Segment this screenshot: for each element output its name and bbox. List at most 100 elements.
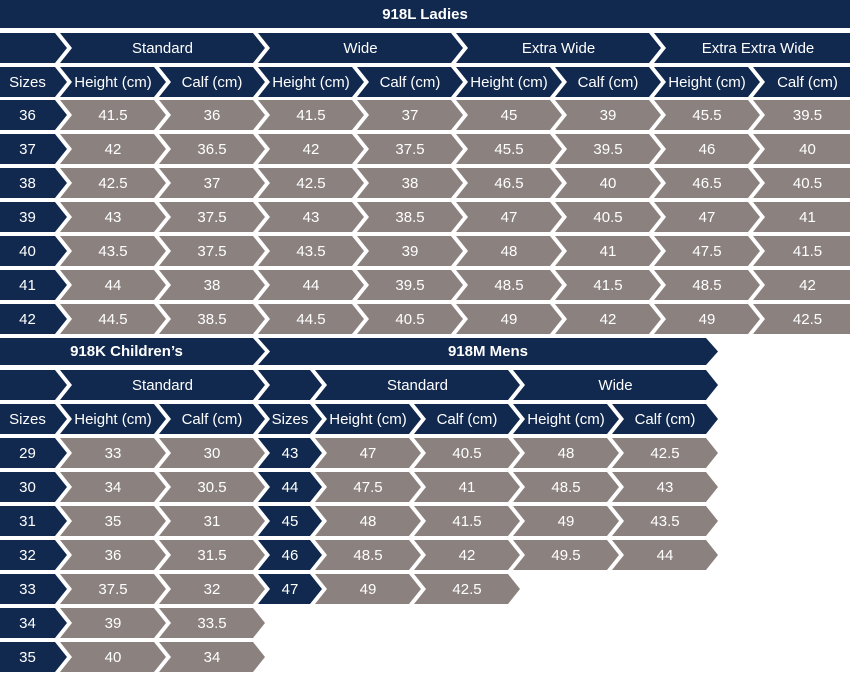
value-cell: 45.5 <box>456 134 562 164</box>
value-cell: 43 <box>258 202 364 232</box>
value-cell: 41 <box>753 202 850 232</box>
value-cell: 42 <box>60 134 166 164</box>
value-cell: 40.5 <box>357 304 463 334</box>
value-cell: 43 <box>60 202 166 232</box>
size-cell: 43 <box>258 438 322 468</box>
bottom-row: 32 36 31.5 46 48.5 42 49.5 44 <box>0 540 850 570</box>
value-cell: 38 <box>159 270 265 300</box>
ladies-row: 38 42.5 37 42.5 38 46.5 40 46.5 40.5 <box>0 168 850 198</box>
value-cell: 41.5 <box>414 506 520 536</box>
value-cell: 34 <box>60 472 166 502</box>
value-cell: 47 <box>315 438 421 468</box>
group-header-wide: Wide <box>258 33 463 63</box>
column-header-sizes: Sizes <box>0 404 67 434</box>
header-spacer <box>0 370 67 400</box>
column-header-calf: Calf (cm) <box>159 404 265 434</box>
value-cell: 46.5 <box>456 168 562 198</box>
column-header-height: Height (cm) <box>654 67 760 97</box>
column-header-calf: Calf (cm) <box>357 67 463 97</box>
value-cell: 42.5 <box>60 168 166 198</box>
value-cell: 47.5 <box>654 236 760 266</box>
size-cell: 47 <box>258 574 322 604</box>
value-cell: 37.5 <box>357 134 463 164</box>
value-cell: 48 <box>315 506 421 536</box>
size-cell: 31 <box>0 506 67 536</box>
value-cell: 39.5 <box>555 134 661 164</box>
value-cell: 42 <box>258 134 364 164</box>
value-cell: 42.5 <box>612 438 718 468</box>
header-spacer <box>0 33 67 63</box>
value-cell: 47.5 <box>315 472 421 502</box>
group-header-extra-extra-wide: Extra Extra Wide <box>654 33 850 63</box>
ladies-group-header-row: Standard Wide Extra Wide Extra Extra Wid… <box>0 33 850 63</box>
value-cell: 33 <box>60 438 166 468</box>
size-cell: 35 <box>0 642 67 672</box>
value-cell: 49 <box>513 506 619 536</box>
size-cell: 32 <box>0 540 67 570</box>
bottom-row: 34 39 33.5 <box>0 608 850 638</box>
bottom-group-header-row: Standard Standard Wide <box>0 370 850 400</box>
value-cell: 39.5 <box>753 100 850 130</box>
value-cell: 43.5 <box>60 236 166 266</box>
value-cell: 31 <box>159 506 265 536</box>
value-cell: 48.5 <box>654 270 760 300</box>
value-cell: 38.5 <box>159 304 265 334</box>
column-header-height: Height (cm) <box>315 404 421 434</box>
value-cell: 41 <box>414 472 520 502</box>
column-header-sizes: Sizes <box>258 404 322 434</box>
value-cell: 42.5 <box>753 304 850 334</box>
column-header-height: Height (cm) <box>456 67 562 97</box>
bottom-row: 31 35 31 45 48 41.5 49 43.5 <box>0 506 850 536</box>
size-cell: 37 <box>0 134 67 164</box>
bottom-row: 29 33 30 43 47 40.5 48 42.5 <box>0 438 850 468</box>
value-cell: 49.5 <box>513 540 619 570</box>
ladies-row: 41 44 38 44 39.5 48.5 41.5 48.5 42 <box>0 270 850 300</box>
value-cell: 41.5 <box>753 236 850 266</box>
value-cell: 43.5 <box>612 506 718 536</box>
group-header-wide: Wide <box>513 370 718 400</box>
value-cell: 32 <box>159 574 265 604</box>
value-cell: 48 <box>456 236 562 266</box>
value-cell: 41 <box>555 236 661 266</box>
column-header-height: Height (cm) <box>258 67 364 97</box>
value-cell: 42.5 <box>258 168 364 198</box>
value-cell: 41.5 <box>60 100 166 130</box>
size-cell: 44 <box>258 472 322 502</box>
size-cell: 46 <box>258 540 322 570</box>
value-cell: 40.5 <box>414 438 520 468</box>
value-cell: 49 <box>456 304 562 334</box>
value-cell: 30.5 <box>159 472 265 502</box>
value-cell: 43 <box>612 472 718 502</box>
value-cell: 47 <box>654 202 760 232</box>
value-cell: 30 <box>159 438 265 468</box>
value-cell: 44 <box>60 270 166 300</box>
value-cell: 39 <box>357 236 463 266</box>
size-cell: 39 <box>0 202 67 232</box>
header-spacer <box>258 370 322 400</box>
bottom-row: 33 37.5 32 47 49 42.5 <box>0 574 850 604</box>
value-cell: 39 <box>60 608 166 638</box>
value-cell: 45.5 <box>654 100 760 130</box>
size-cell: 36 <box>0 100 67 130</box>
value-cell: 31.5 <box>159 540 265 570</box>
size-cell: 29 <box>0 438 67 468</box>
bottom-row: 30 34 30.5 44 47.5 41 48.5 43 <box>0 472 850 502</box>
group-header-standard: Standard <box>315 370 520 400</box>
group-header-standard: Standard <box>60 370 265 400</box>
children-table-title: 918K Children’s <box>0 338 265 365</box>
value-cell: 44.5 <box>258 304 364 334</box>
value-cell: 35 <box>60 506 166 536</box>
column-header-calf: Calf (cm) <box>612 404 718 434</box>
value-cell: 40.5 <box>753 168 850 198</box>
value-cell: 48.5 <box>456 270 562 300</box>
value-cell: 37.5 <box>60 574 166 604</box>
value-cell: 49 <box>315 574 421 604</box>
column-header-calf: Calf (cm) <box>753 67 850 97</box>
value-cell: 33.5 <box>159 608 265 638</box>
ladies-table-title: 918L Ladies <box>0 0 850 28</box>
value-cell: 36 <box>60 540 166 570</box>
bottom-title-row: 918K Children’s 918M Mens <box>0 338 850 365</box>
ladies-row: 40 43.5 37.5 43.5 39 48 41 47.5 41.5 <box>0 236 850 266</box>
value-cell: 38 <box>357 168 463 198</box>
